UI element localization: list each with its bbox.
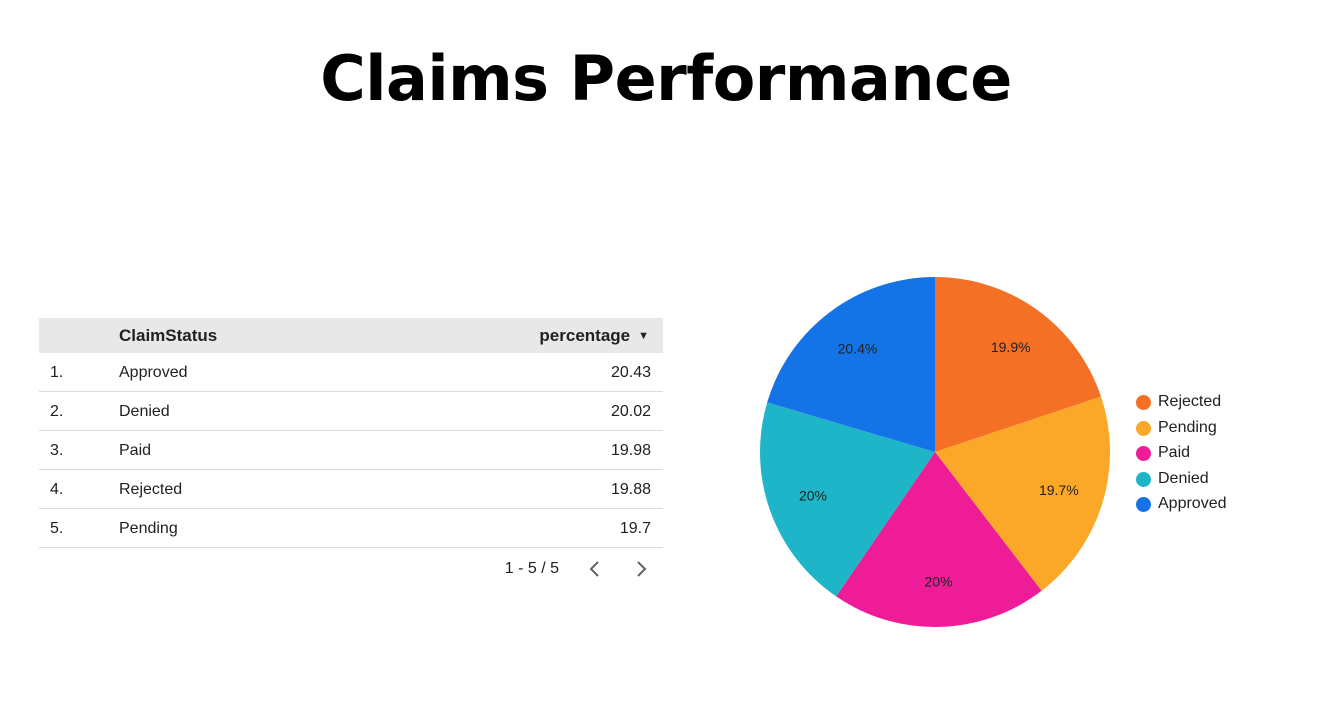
table-row: 3. Paid 19.98 <box>39 431 663 470</box>
page-title: Claims Performance <box>320 42 1012 115</box>
pie-slice-denied[interactable] <box>760 402 935 597</box>
legend-swatch <box>1136 420 1151 436</box>
legend-swatch <box>1136 446 1151 461</box>
pie-slice-rejected[interactable] <box>935 277 1102 452</box>
pie-slice-label: 19.9% <box>991 339 1031 355</box>
row-claimstatus: Denied <box>119 403 170 420</box>
row-percentage: 19.7 <box>619 520 651 537</box>
row-number: 5. <box>50 520 64 537</box>
pie-slice-label: 20% <box>799 487 827 503</box>
pie-slice-label: 20.4% <box>838 340 878 356</box>
pagination-range: 1 - 5 / 5 <box>504 560 559 577</box>
row-number: 3. <box>50 442 64 459</box>
previous-page-button[interactable] <box>585 557 605 581</box>
row-claimstatus: Paid <box>119 442 152 459</box>
pie-slice-approved[interactable] <box>767 277 935 452</box>
pie-slice-paid[interactable] <box>836 452 1042 627</box>
claims-table: ClaimStatus percentage ▼ 1. Approved 20.4… <box>39 318 663 548</box>
pie-slice-label: 20% <box>925 573 953 589</box>
next-page-button[interactable] <box>631 557 651 581</box>
row-claimstatus: Approved <box>119 364 188 381</box>
table-row: 1. Approved 20.43 <box>39 353 663 392</box>
legend-swatch <box>1136 497 1151 512</box>
row-number: 2. <box>50 403 64 420</box>
legend-label: Paid <box>1158 444 1191 461</box>
legend-label: Approved <box>1158 495 1227 512</box>
chevron-left-icon <box>589 561 599 577</box>
legend-label: Denied <box>1158 469 1209 487</box>
legend-swatch <box>1136 471 1151 487</box>
pie-slice-pending[interactable] <box>935 396 1110 591</box>
row-percentage: 19.88 <box>610 481 651 498</box>
legend-label: Rejected <box>1158 393 1222 410</box>
column-header-claimstatus[interactable]: ClaimStatus <box>119 326 218 345</box>
table-row: 2. Denied 20.02 <box>39 392 663 431</box>
table-row: 4. Rejected 19.88 <box>39 470 663 509</box>
chevron-right-icon <box>637 561 647 577</box>
row-number: 1. <box>50 364 64 381</box>
row-percentage: 19.98 <box>610 442 651 459</box>
legend-swatch <box>1136 395 1151 410</box>
column-header-percentage[interactable]: percentage ▼ <box>539 326 649 346</box>
pie-chart: 19.9% 19.7% 20% 20% 20.4% <box>760 277 1110 627</box>
table-header: ClaimStatus percentage ▼ <box>39 318 663 353</box>
table-row: 5. Pending 19.7 <box>39 509 663 548</box>
row-number: 4. <box>50 481 64 498</box>
column-header-percentage-label: percentage <box>539 326 631 345</box>
row-claimstatus: Pending <box>119 520 178 537</box>
row-percentage: 20.43 <box>610 364 651 381</box>
pie-slice-label: 19.7% <box>1039 482 1079 498</box>
legend-label: Pending <box>1158 418 1217 436</box>
row-claimstatus: Rejected <box>119 481 183 498</box>
sort-descending-icon[interactable]: ▼ <box>638 330 649 342</box>
table-pagination: 1 - 5 / 5 <box>39 555 663 583</box>
row-percentage: 20.02 <box>610 403 651 420</box>
